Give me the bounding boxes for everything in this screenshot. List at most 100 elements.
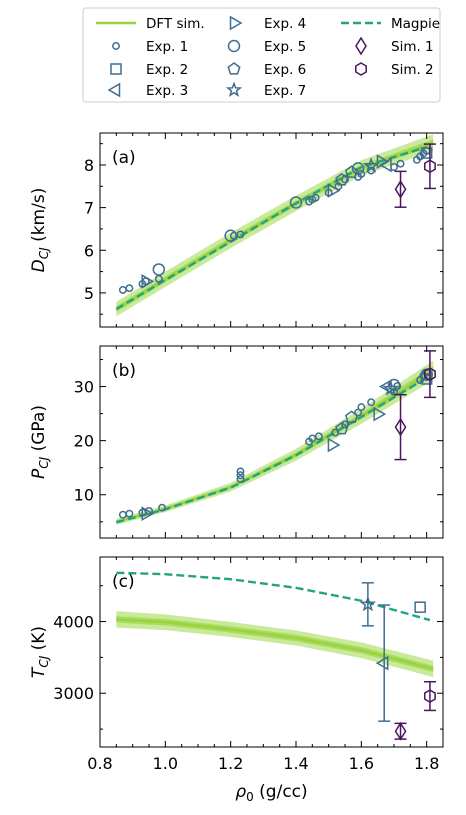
y-tick-label: 6 [84, 241, 94, 260]
exp7-point [382, 380, 399, 396]
y-axis-label: TCJ (K) [29, 626, 51, 678]
legend-marker [229, 15, 243, 31]
legend-marker [227, 39, 241, 53]
exp5-point [351, 162, 365, 175]
legend-label: Magpie [391, 16, 440, 32]
exp1-point [367, 398, 376, 407]
legend-item-sim-2: Sim. 2 [355, 62, 434, 78]
panel-label: (a) [112, 148, 136, 168]
panels: 5 6 7 8 (a) DCJ (km/s) 10 20 30 (b) PCJ (GPa) 3000 4… [29, 132, 444, 804]
legend-label: Sim. 1 [391, 39, 434, 55]
legend-label: Exp. 2 [146, 62, 188, 78]
exp6-point [344, 410, 359, 423]
exp1-point [308, 434, 317, 443]
legend-marker [227, 62, 241, 75]
exp5-point [152, 263, 166, 276]
exp6-point [344, 165, 359, 178]
exp4-point [141, 506, 155, 522]
exp1-point [396, 159, 405, 168]
magpie-line [116, 571, 431, 622]
legend-label: Exp. 3 [146, 83, 188, 99]
exp1-point [311, 193, 320, 202]
sim1-point [394, 417, 407, 437]
y-tick-label: 7 [84, 199, 94, 218]
exp1-point [125, 509, 134, 518]
legend-marker [112, 42, 120, 50]
exp7-point [362, 157, 380, 173]
legend-label: Exp. 6 [264, 62, 306, 78]
exp4-point [373, 406, 387, 422]
y-tick-label: 30 [74, 378, 94, 397]
exp3-point [378, 157, 392, 173]
y-tick-label: 3000 [53, 684, 94, 703]
panel-a: 5 6 7 8 (a) DCJ (km/s) [29, 132, 444, 328]
legend-label: Sim. 2 [391, 62, 434, 78]
x-tick-label: 0.8 [87, 754, 112, 773]
legend-item-exp-5: Exp. 5 [227, 39, 306, 55]
legend-item-exp-3: Exp. 3 [107, 82, 188, 99]
dft-uncertainty-band [116, 360, 434, 525]
exp1-point [390, 163, 398, 172]
panel-c: 3000 4000 (c) TCJ (K) 0.8 1.0 1.2 1.4 1.6 1.8 ρ0 (… [29, 556, 444, 804]
axes-frame [99, 345, 444, 539]
legend-item-exp-1: Exp. 1 [112, 39, 188, 55]
exp5-point [224, 229, 237, 243]
y-tick-label: 4000 [53, 613, 94, 632]
dft-inner-band [116, 139, 434, 313]
exp4-point [376, 154, 390, 169]
exp1-point [357, 403, 366, 412]
axes-frame [99, 132, 444, 328]
legend-item-exp-2: Exp. 2 [110, 62, 188, 78]
y-tick-label: 5 [84, 284, 94, 303]
dft-line [116, 618, 434, 671]
legend-item-exp-4: Exp. 4 [229, 15, 306, 32]
legend-item-exp-6: Exp. 6 [227, 62, 306, 78]
exp1-point [236, 471, 245, 480]
y-axis-label: PCJ (GPa) [29, 405, 51, 479]
panel-label: (c) [112, 572, 135, 592]
legend-item-magpie: Magpie [341, 16, 440, 32]
exp1-point [158, 503, 167, 512]
x-tick-label: 1.8 [414, 754, 439, 773]
sim1-point [394, 179, 407, 199]
exp1-point [314, 432, 323, 441]
magpie-line [116, 376, 428, 524]
legend-marker [107, 82, 121, 98]
exp5-point [289, 196, 303, 209]
exp1-point [236, 230, 245, 239]
exp1-point [236, 467, 245, 476]
x-tick-label: 1.0 [153, 754, 178, 773]
panel-label: (b) [112, 361, 136, 381]
sim2-point [423, 367, 436, 381]
exp3-point [378, 379, 392, 394]
legend-label: DFT sim. [146, 16, 205, 32]
x-tick-label: 1.4 [283, 754, 308, 773]
legend-label: Exp. 1 [146, 39, 188, 55]
y-tick-label: 10 [74, 486, 94, 505]
exp2-point [414, 601, 426, 613]
exp4-point [327, 437, 341, 453]
sim1-point [394, 721, 407, 741]
legend-marker [355, 36, 367, 56]
legend-marker [225, 81, 243, 98]
exp1-point [236, 475, 245, 483]
axes-frame [99, 556, 444, 748]
x-tick-label: 1.2 [218, 754, 243, 773]
exp6-point [335, 421, 349, 435]
exp4-point [141, 274, 155, 289]
y-tick-label: 8 [84, 156, 94, 175]
exp7-point [359, 595, 377, 612]
sim2-point [423, 159, 436, 174]
legend-item-sim-1: Sim. 1 [355, 36, 434, 56]
legend-item-dft-sim: DFT sim. [96, 16, 205, 32]
exp1-point [145, 507, 153, 515]
exp2-point [420, 147, 433, 159]
legend-label: Exp. 4 [264, 16, 306, 32]
legend-marker [355, 62, 367, 76]
x-axis-label: ρ0 (g/cc) [235, 782, 307, 804]
exp3-point [375, 655, 389, 671]
exp1-point [125, 284, 134, 293]
x-tick-label: 1.6 [349, 754, 374, 773]
panel-b: 10 20 30 (b) PCJ (GPa) [29, 345, 444, 539]
legend-label: Exp. 7 [264, 83, 306, 99]
